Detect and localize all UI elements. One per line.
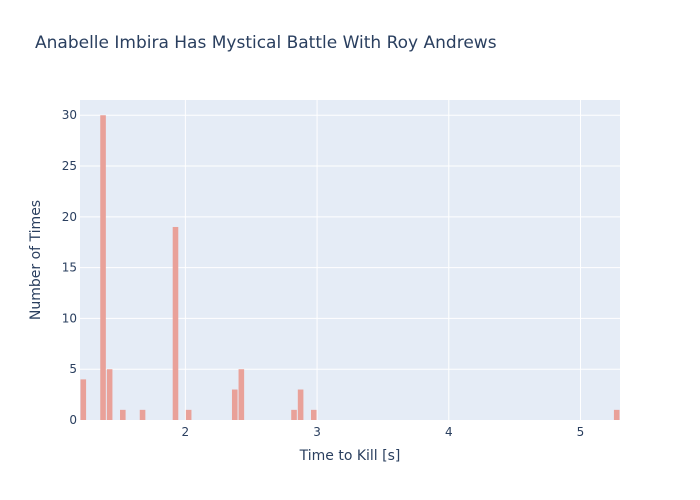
histogram-bar xyxy=(613,409,620,420)
x-axis-label: Time to Kill [s] xyxy=(299,448,401,464)
chart-title: Anabelle Imbira Has Mystical Battle With… xyxy=(35,33,497,53)
y-tick-label: 30 xyxy=(62,108,77,122)
y-axis-ticks: 0 5 10 15 20 25 30 xyxy=(62,108,77,427)
y-tick-label: 0 xyxy=(69,413,77,427)
x-tick-label: 2 xyxy=(182,425,190,439)
histogram-bar xyxy=(172,226,179,420)
y-tick-label: 15 xyxy=(62,261,77,275)
bars xyxy=(80,115,620,420)
histogram-bar xyxy=(139,409,146,420)
x-tick-label: 3 xyxy=(313,425,321,439)
histogram-bar xyxy=(297,389,304,420)
histogram-bar xyxy=(120,409,126,420)
histogram-bar xyxy=(231,389,238,420)
grid-lines xyxy=(80,100,620,420)
histogram-bar xyxy=(100,115,106,420)
x-tick-label: 5 xyxy=(577,425,585,439)
histogram-bar xyxy=(80,379,87,420)
x-axis-ticks: 2 3 4 5 xyxy=(182,425,585,439)
histogram-bar xyxy=(185,409,192,420)
y-tick-label: 5 xyxy=(69,362,77,376)
y-tick-label: 25 xyxy=(62,159,77,173)
plot-area xyxy=(80,100,620,420)
histogram-bar xyxy=(310,409,317,420)
histogram-bar xyxy=(238,369,245,420)
histogram-bar xyxy=(291,409,297,420)
x-tick-label: 4 xyxy=(445,425,453,439)
histogram-bar xyxy=(106,369,113,420)
y-tick-label: 20 xyxy=(62,210,77,224)
y-tick-label: 10 xyxy=(62,311,77,325)
y-axis-label: Number of Times xyxy=(28,200,44,320)
